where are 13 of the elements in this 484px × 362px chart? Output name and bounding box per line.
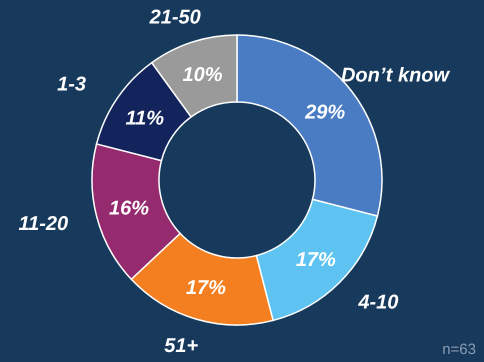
slice-label: 21-50 [148, 6, 201, 28]
data-label: 29% [304, 102, 346, 124]
data-label: 17% [296, 248, 336, 271]
text: n=63 [442, 341, 476, 358]
slice-label: 4-10 [357, 292, 398, 314]
slice-label: 1-3 [57, 73, 86, 96]
slice-label: 51+ [164, 335, 198, 358]
data-label: 16% [108, 198, 150, 220]
slice-label: Don’t know [340, 64, 451, 87]
data-label: 10% [182, 64, 223, 86]
data-label: 17% [186, 277, 226, 300]
data-label: 11% [126, 107, 164, 130]
slice-label: 11-20 [18, 212, 68, 235]
